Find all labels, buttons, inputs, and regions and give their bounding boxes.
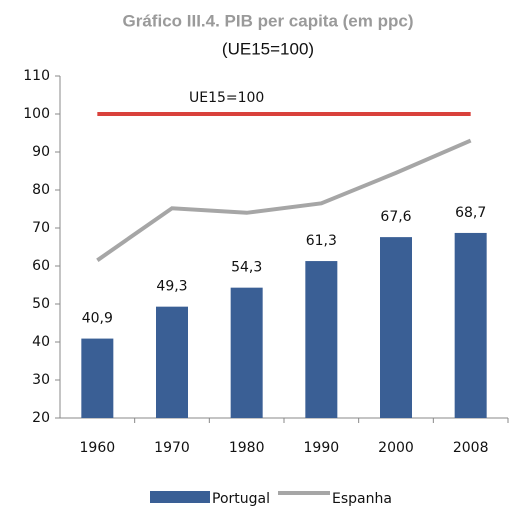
reference-label: UE15=100 bbox=[189, 90, 264, 106]
chart-title: Gráfico III.4. PIB per capita (em ppc) bbox=[123, 11, 414, 30]
x-tick-label: 1990 bbox=[304, 440, 340, 456]
x-tick-label: 1960 bbox=[80, 440, 116, 456]
y-tick-label: 40 bbox=[32, 334, 50, 350]
line bbox=[96, 138, 472, 262]
data-label: 67,6 bbox=[380, 209, 411, 225]
x-tick-label: 2000 bbox=[378, 440, 414, 456]
x-tick-label: 1970 bbox=[154, 440, 190, 456]
data-label: 40,9 bbox=[82, 311, 113, 327]
y-tick-label: 80 bbox=[32, 182, 50, 198]
y-tick-label: 30 bbox=[32, 372, 50, 388]
bar bbox=[305, 261, 338, 418]
data-label: 54,3 bbox=[231, 260, 262, 276]
legend-label: Portugal bbox=[212, 491, 270, 507]
y-tick-label: 70 bbox=[32, 220, 50, 236]
y-tick-label: 20 bbox=[32, 410, 50, 426]
x-tick-label: 2008 bbox=[453, 440, 489, 456]
bar bbox=[454, 232, 487, 418]
bar bbox=[380, 237, 412, 418]
x-tick-label: 1980 bbox=[229, 440, 265, 456]
data-label: 68,7 bbox=[455, 205, 486, 221]
y-tick-label: 100 bbox=[23, 106, 50, 122]
y-tick-label: 60 bbox=[32, 258, 50, 274]
bar bbox=[156, 306, 188, 418]
y-tick-label: 50 bbox=[32, 296, 50, 312]
data-label: 49,3 bbox=[156, 279, 187, 295]
y-tick-label: 90 bbox=[32, 144, 50, 160]
bar bbox=[230, 287, 263, 418]
legend-swatch bbox=[150, 491, 210, 503]
data-label: 61,3 bbox=[306, 233, 337, 249]
chart-subtitle: (UE15=100) bbox=[222, 39, 314, 58]
legend-label: Espanha bbox=[332, 491, 392, 507]
y-tick-label: 110 bbox=[23, 68, 50, 84]
bar bbox=[81, 338, 114, 418]
